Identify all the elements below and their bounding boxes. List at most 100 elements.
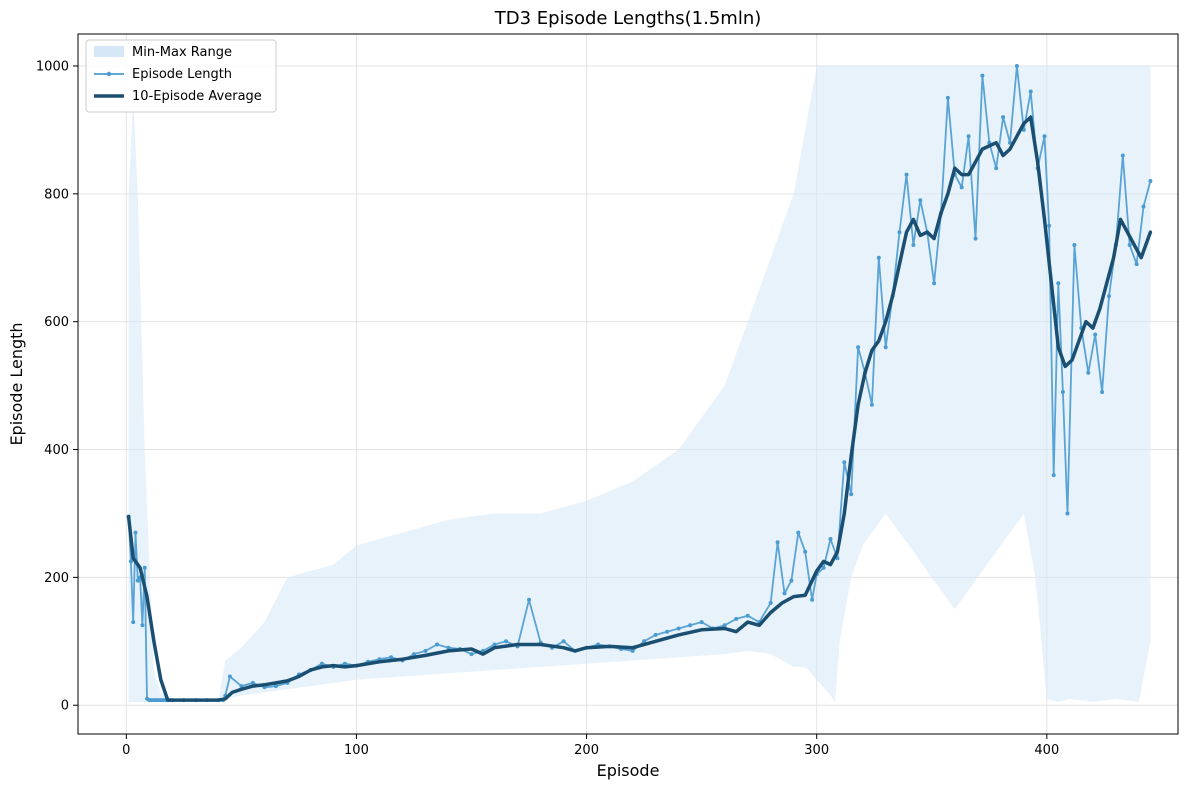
episode-length-point — [412, 652, 416, 657]
min-max-range-band — [128, 66, 1151, 702]
episode-length-point — [782, 591, 787, 596]
episode-length-point — [140, 623, 145, 628]
legend: Min-Max Range Episode Length 10-Episode … — [85, 39, 277, 113]
episode-length-point — [389, 655, 393, 660]
episode-length-point — [133, 530, 138, 535]
episode-length-point — [856, 345, 861, 350]
episode-length-point — [1086, 370, 1091, 375]
episode-length-point — [1047, 223, 1052, 228]
episode-length-point — [918, 198, 923, 203]
episode-length-point — [676, 626, 681, 631]
episode-length-point — [722, 623, 727, 628]
episode-length-point — [504, 639, 508, 644]
episode-length-point — [492, 642, 497, 647]
episode-length-point — [842, 460, 847, 465]
episode-length-point — [239, 684, 244, 689]
episode-length-point — [775, 540, 780, 545]
legend-label-episode: Episode Length — [132, 67, 232, 82]
average-layer — [126, 115, 1153, 702]
episode-length-point — [630, 648, 635, 653]
x-tick-label: 400 — [1034, 743, 1059, 758]
episode-length-point — [1014, 64, 1019, 68]
legend-label-range: Min-Max Range — [132, 45, 232, 60]
episode-length-point — [1120, 153, 1125, 158]
episode-length-point — [142, 565, 147, 570]
episode-length-point — [796, 530, 801, 535]
episode-length-point — [435, 642, 439, 647]
ticks-layer: 0 100 200 300 400 0 200 400 600 800 1000 — [36, 59, 1059, 758]
episode-length-point — [966, 134, 971, 139]
episode-length-point — [945, 95, 950, 100]
episode-length-point — [1107, 294, 1111, 299]
y-tick-label: 0 — [61, 699, 69, 714]
episode-length-point — [1051, 473, 1056, 478]
episode-length-point — [869, 402, 874, 407]
chart-title: TD3 Episode Lengths(1.5mln) — [494, 8, 762, 29]
episode-length-point — [1060, 390, 1065, 394]
episode-length-point — [131, 620, 136, 625]
y-tick-label: 400 — [44, 443, 69, 458]
episode-length-point — [1141, 204, 1146, 209]
legend-swatch-episode-dot — [106, 71, 112, 77]
episode-length-point — [227, 674, 232, 679]
episode-length-point — [828, 537, 833, 541]
legend-label-average: 10-Episode Average — [132, 89, 262, 104]
episode-length-point — [876, 255, 881, 260]
episode-length-point — [1001, 115, 1006, 120]
y-axis-label: Episode Length — [7, 322, 26, 445]
episode-length-point — [1065, 511, 1070, 516]
episode-length-point — [665, 629, 670, 634]
episode-length-point — [1148, 179, 1153, 183]
episode-length-point — [849, 492, 854, 497]
episode-length-point — [973, 236, 978, 241]
episode-length-point — [527, 597, 531, 602]
episode-length-point — [745, 613, 750, 618]
episode-length-point — [768, 600, 773, 605]
episode-length-point — [1100, 390, 1105, 394]
episode-length-point — [883, 345, 888, 350]
average-line — [126, 115, 1153, 702]
episode-length-point — [342, 661, 347, 666]
x-tick-label: 200 — [574, 743, 599, 758]
min-max-range-layer — [128, 66, 1151, 702]
y-tick-label: 200 — [44, 571, 69, 586]
episode-length-point — [1093, 332, 1098, 337]
plot-frame — [77, 33, 1179, 735]
episode-length-point — [653, 632, 658, 637]
episode-length-point — [561, 639, 566, 644]
episode-length-point — [1028, 89, 1033, 94]
episode-length-point — [959, 185, 964, 190]
episode-length-point — [734, 616, 739, 621]
episode-length-point — [319, 661, 324, 666]
episode-length-point — [904, 172, 909, 177]
legend-swatch-range — [94, 46, 124, 57]
episode-length-point — [469, 652, 474, 657]
episode-length-point — [446, 645, 451, 650]
y-tick-label: 600 — [44, 315, 69, 330]
x-tick-label: 100 — [344, 743, 369, 758]
episode-length-point — [810, 597, 815, 602]
episode-length-point — [128, 559, 133, 564]
episode-length-point — [250, 680, 255, 685]
episode-length-point — [821, 565, 826, 570]
episode-length-point — [688, 623, 693, 628]
x-tick-label: 0 — [122, 743, 130, 758]
episode-length-point — [980, 73, 985, 78]
legend-box — [85, 39, 277, 113]
episode-length-point — [1042, 134, 1047, 139]
episode-length-point — [911, 243, 916, 247]
episode-length-point — [897, 230, 902, 235]
episode-length-point — [699, 620, 704, 625]
episode-length-point — [932, 281, 937, 286]
episode-length-point — [135, 578, 140, 583]
episode-length-point — [1134, 262, 1139, 267]
episode-length-point — [994, 166, 999, 171]
episode-length-point — [423, 648, 428, 653]
y-tick-label: 800 — [44, 187, 69, 202]
episode-length-point — [789, 578, 794, 583]
x-tick-label: 300 — [804, 743, 829, 758]
episode-length-point — [1127, 243, 1132, 247]
episode-length-point — [1072, 243, 1077, 247]
